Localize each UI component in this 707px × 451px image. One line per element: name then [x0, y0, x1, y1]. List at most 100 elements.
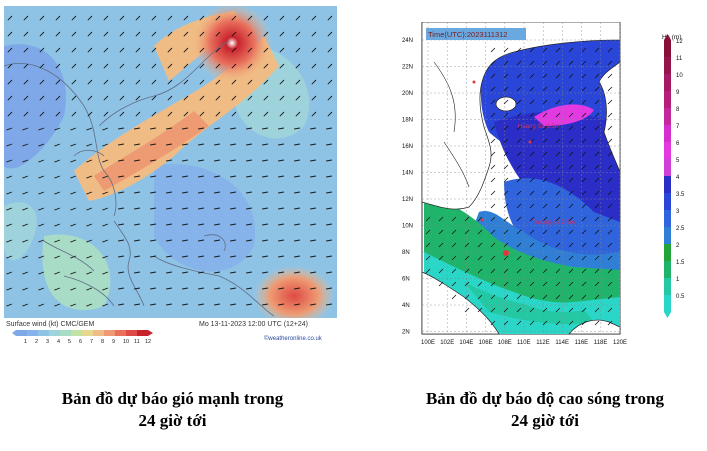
wind-barb [278, 159, 285, 162]
lon-label: 114E [555, 340, 569, 346]
wave-arrow [568, 320, 574, 326]
wave-arrow [568, 112, 574, 118]
wind-barb [214, 159, 221, 162]
wave-arrow [516, 216, 522, 222]
wind-barb [135, 15, 141, 21]
wave-arrow [490, 190, 496, 196]
wind-barb [55, 95, 61, 101]
wind-barb [71, 47, 77, 53]
wind-barb [102, 239, 109, 243]
wind-barb [310, 271, 317, 274]
wind-barb [247, 63, 253, 69]
lat-label: 16N [402, 144, 413, 150]
wind-barb [87, 15, 93, 21]
wave-arrow [529, 281, 535, 287]
wind-barb [310, 303, 317, 306]
wind-barb [214, 239, 221, 242]
wind-barb [199, 111, 205, 117]
wave-arrow [438, 255, 444, 261]
wave-arrow [503, 86, 509, 92]
wind-scale-label: 4 [57, 339, 60, 344]
caption-wind-line1: Bản đồ dự báo gió mạnh trong [61, 389, 284, 408]
wave-arrow [542, 125, 548, 131]
wind-barb [151, 111, 157, 117]
wave-arrow [529, 242, 535, 248]
wind-barb [23, 15, 29, 21]
legend-label: 8 [676, 107, 680, 113]
wave-arrow [607, 216, 613, 222]
wave-arrow [542, 307, 548, 313]
wind-speed-scale: 1 2 3 4 5 6 7 8 9 10 11 12 [12, 330, 153, 345]
wave-arrow [607, 255, 613, 261]
wind-barb [6, 271, 13, 275]
wind-barb [230, 143, 237, 146]
wave-arrow [464, 307, 470, 313]
wave-arrow [451, 268, 457, 274]
wave-arrow [503, 294, 509, 300]
wind-barb [54, 207, 61, 211]
wind-barb [327, 63, 333, 69]
storm-southeast [254, 266, 334, 326]
wind-barb [230, 303, 237, 306]
wind-barb [231, 31, 237, 37]
wave-arrow [607, 73, 613, 79]
wind-barb [246, 255, 253, 258]
wind-barb [294, 239, 301, 242]
wave-arrow [542, 151, 548, 157]
wind-barb [231, 15, 237, 21]
wave-arrow [425, 242, 431, 248]
wave-arrow [581, 229, 587, 235]
wave-arrow [490, 242, 496, 248]
wind-barb [199, 95, 205, 101]
wind-barb [182, 271, 189, 274]
wind-barb [7, 47, 13, 53]
wind-barb [166, 239, 173, 242]
wind-barb [310, 207, 317, 210]
wave-grid [422, 22, 621, 334]
wave-arrow [490, 99, 496, 105]
legend-swatch [664, 125, 671, 142]
wind-barb [103, 79, 109, 85]
wind-barb [22, 159, 29, 163]
wind-barb [214, 127, 221, 130]
wind-barb [310, 287, 317, 290]
wind-barb [294, 191, 301, 194]
wave-arrow [581, 164, 587, 170]
wave-arrow [555, 125, 561, 131]
wave-arrow [581, 125, 587, 131]
wind-barb [214, 303, 221, 306]
wind-barb [326, 223, 333, 226]
wave-arrow [529, 73, 535, 79]
wind-barb [310, 223, 317, 226]
wind-barb [151, 31, 157, 37]
wind-barb [38, 207, 45, 211]
wind-barb [71, 111, 77, 117]
wind-barb [54, 159, 61, 163]
wave-arrow [451, 216, 457, 222]
wind-barb [70, 255, 77, 259]
wave-arrow [516, 164, 522, 170]
wave-arrow [607, 177, 613, 183]
wave-arrow [581, 320, 587, 326]
wind-barbs [6, 15, 333, 307]
wind-barb [183, 79, 189, 85]
wind-barb [311, 15, 317, 21]
wave-arrow [594, 164, 600, 170]
wave-arrow [490, 47, 496, 53]
wind-barb [39, 47, 45, 53]
wave-arrow [555, 242, 561, 248]
wind-barb [311, 63, 317, 69]
wave-arrow [542, 177, 548, 183]
caption-wave-line1: Bản đồ dự báo độ cao sóng trong [425, 389, 665, 408]
wave-arrow [542, 138, 548, 144]
wave-arrow [516, 203, 522, 209]
wave-arrow [464, 268, 470, 274]
wave-arrow [555, 99, 561, 105]
marker-point [503, 250, 509, 256]
wave-arrow [542, 203, 548, 209]
wind-scale-swatch [126, 330, 137, 336]
legend-label: 1 [676, 277, 680, 283]
wind-barb [278, 303, 285, 306]
wave-arrow [516, 268, 522, 274]
wind-barb [119, 31, 125, 37]
